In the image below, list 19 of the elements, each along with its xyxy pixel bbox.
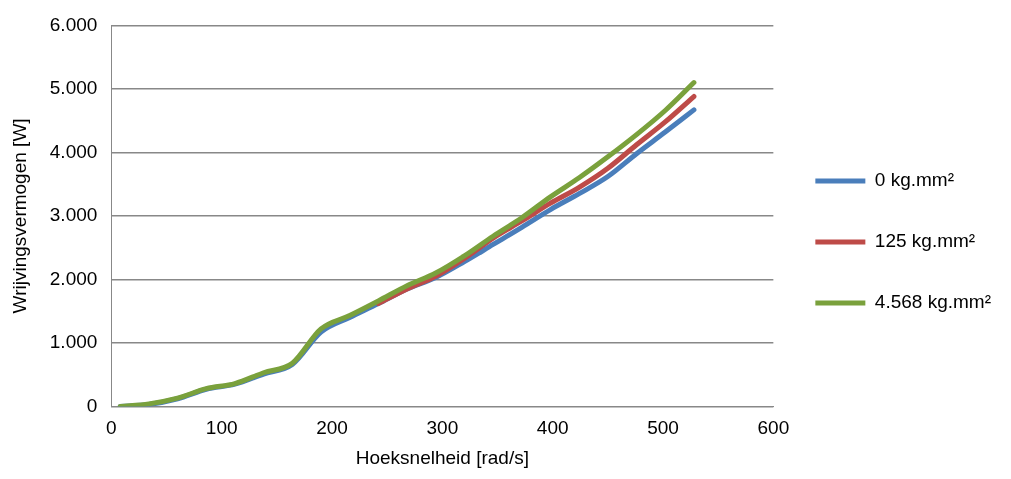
y-tick-label: 4.000 — [49, 140, 98, 162]
x-tick-label: 200 — [316, 417, 348, 439]
x-tick-label: 100 — [205, 417, 238, 439]
y-tick-label: 6.000 — [49, 13, 98, 35]
x-tick-label: 500 — [647, 417, 679, 439]
y-tick-label: 1.000 — [49, 331, 98, 353]
y-tick-label: 0 — [86, 394, 98, 416]
x-tick-label: 600 — [757, 417, 790, 439]
y-tick-label: 3.000 — [49, 204, 98, 226]
x-tick-label: 0 — [106, 417, 117, 439]
legend-label: 0 kg.mm² — [874, 169, 955, 191]
y-tick-label: 5.000 — [49, 77, 98, 99]
y-tick-label: 2.000 — [49, 267, 98, 289]
x-axis-title: Hoeksnelheid [rad/s] — [355, 446, 529, 468]
x-tick-label: 400 — [536, 417, 569, 439]
y-axis-title: Wrijvingsvermogen [W] — [8, 118, 30, 314]
x-tick-label: 300 — [426, 417, 459, 439]
legend-label: 4.568 kg.mm² — [874, 291, 991, 313]
legend-label: 125 kg.mm² — [874, 230, 976, 252]
